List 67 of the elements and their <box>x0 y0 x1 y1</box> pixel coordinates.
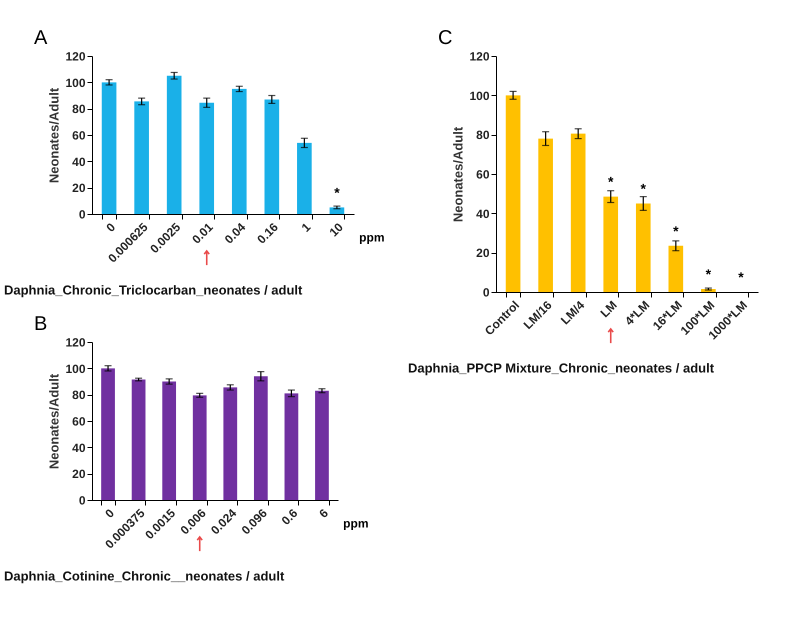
text: B <box>34 313 48 335</box>
y-tick-label: 60 <box>72 128 86 142</box>
y-tick-label: 0 <box>482 286 490 300</box>
y-tick-label: 20 <box>72 467 86 482</box>
y-tick-label: 0 <box>78 208 86 222</box>
bar <box>264 99 280 214</box>
bar <box>162 382 176 500</box>
x-tick-label: 0.6 <box>278 506 301 528</box>
text: Daphnia_Cotinine_Chronic__neonates / adult <box>4 568 285 584</box>
y-tick-label: 80 <box>72 388 86 402</box>
text: A <box>34 27 48 49</box>
y-tick-label: 40 <box>72 440 86 455</box>
y-tick-label: 120 <box>469 50 490 64</box>
annotation: * <box>640 180 647 196</box>
y-tick-label: 100 <box>469 88 490 103</box>
x-tick-label: 6 <box>316 506 332 521</box>
text: C <box>438 27 452 49</box>
y-tick-label: 60 <box>72 414 86 428</box>
x-tick-label: 0.16 <box>254 220 282 247</box>
y-tick-label: 40 <box>476 206 490 221</box>
x-tick-label: 10 <box>326 220 346 240</box>
y-tick-label: 60 <box>476 168 490 182</box>
bar <box>636 204 651 292</box>
bar <box>134 101 149 214</box>
bar <box>538 138 553 292</box>
bar <box>603 196 618 292</box>
y-tick-label: 120 <box>65 50 86 64</box>
bar <box>570 134 586 292</box>
x-tick-label: 0.04 <box>222 220 248 247</box>
bar <box>101 368 115 500</box>
bar <box>132 380 146 500</box>
y-tick-label: 20 <box>476 246 490 260</box>
y-tick-label: 80 <box>476 128 490 142</box>
bar <box>284 393 298 500</box>
x-tick-label: 0.01 <box>189 220 216 247</box>
y-tick-label: 40 <box>72 154 86 169</box>
annotation: * <box>673 222 680 239</box>
x-tick-label: 1 <box>298 220 314 235</box>
x-axis-title: ppm <box>343 516 368 530</box>
bar <box>315 390 329 500</box>
y-tick-label: 100 <box>65 76 86 90</box>
text: Daphnia_Chronic_Triclocarban_neonates / adult <box>4 282 304 298</box>
bar <box>297 142 312 214</box>
y-axis-title: Neonates/Adult <box>46 87 62 184</box>
y-axis-title: Neonates/Adult <box>46 373 62 470</box>
bar <box>506 95 520 292</box>
bar <box>102 82 116 214</box>
y-tick-label: 0 <box>78 494 86 508</box>
annotation: * <box>706 266 712 282</box>
text: Daphnia_PPCP Mixture_Chronic_neonates / adult <box>408 360 715 376</box>
annotation: * <box>334 184 340 200</box>
y-tick-label: 120 <box>65 336 86 350</box>
bar <box>668 246 684 292</box>
bar <box>254 376 268 500</box>
y-axis-title: Neonates/Adult <box>450 126 466 222</box>
y-tick-label: 80 <box>72 102 86 116</box>
x-tick-label: LM <box>598 298 620 320</box>
annotation: * <box>738 269 744 285</box>
annotation: * <box>608 174 614 190</box>
bar <box>232 88 247 214</box>
bar <box>166 76 182 214</box>
bar <box>199 102 214 214</box>
bar <box>192 395 207 500</box>
y-tick-label: 100 <box>65 362 86 376</box>
y-tick-label: 20 <box>72 181 86 196</box>
bar <box>223 387 238 500</box>
x-axis-title: ppm <box>359 230 384 244</box>
